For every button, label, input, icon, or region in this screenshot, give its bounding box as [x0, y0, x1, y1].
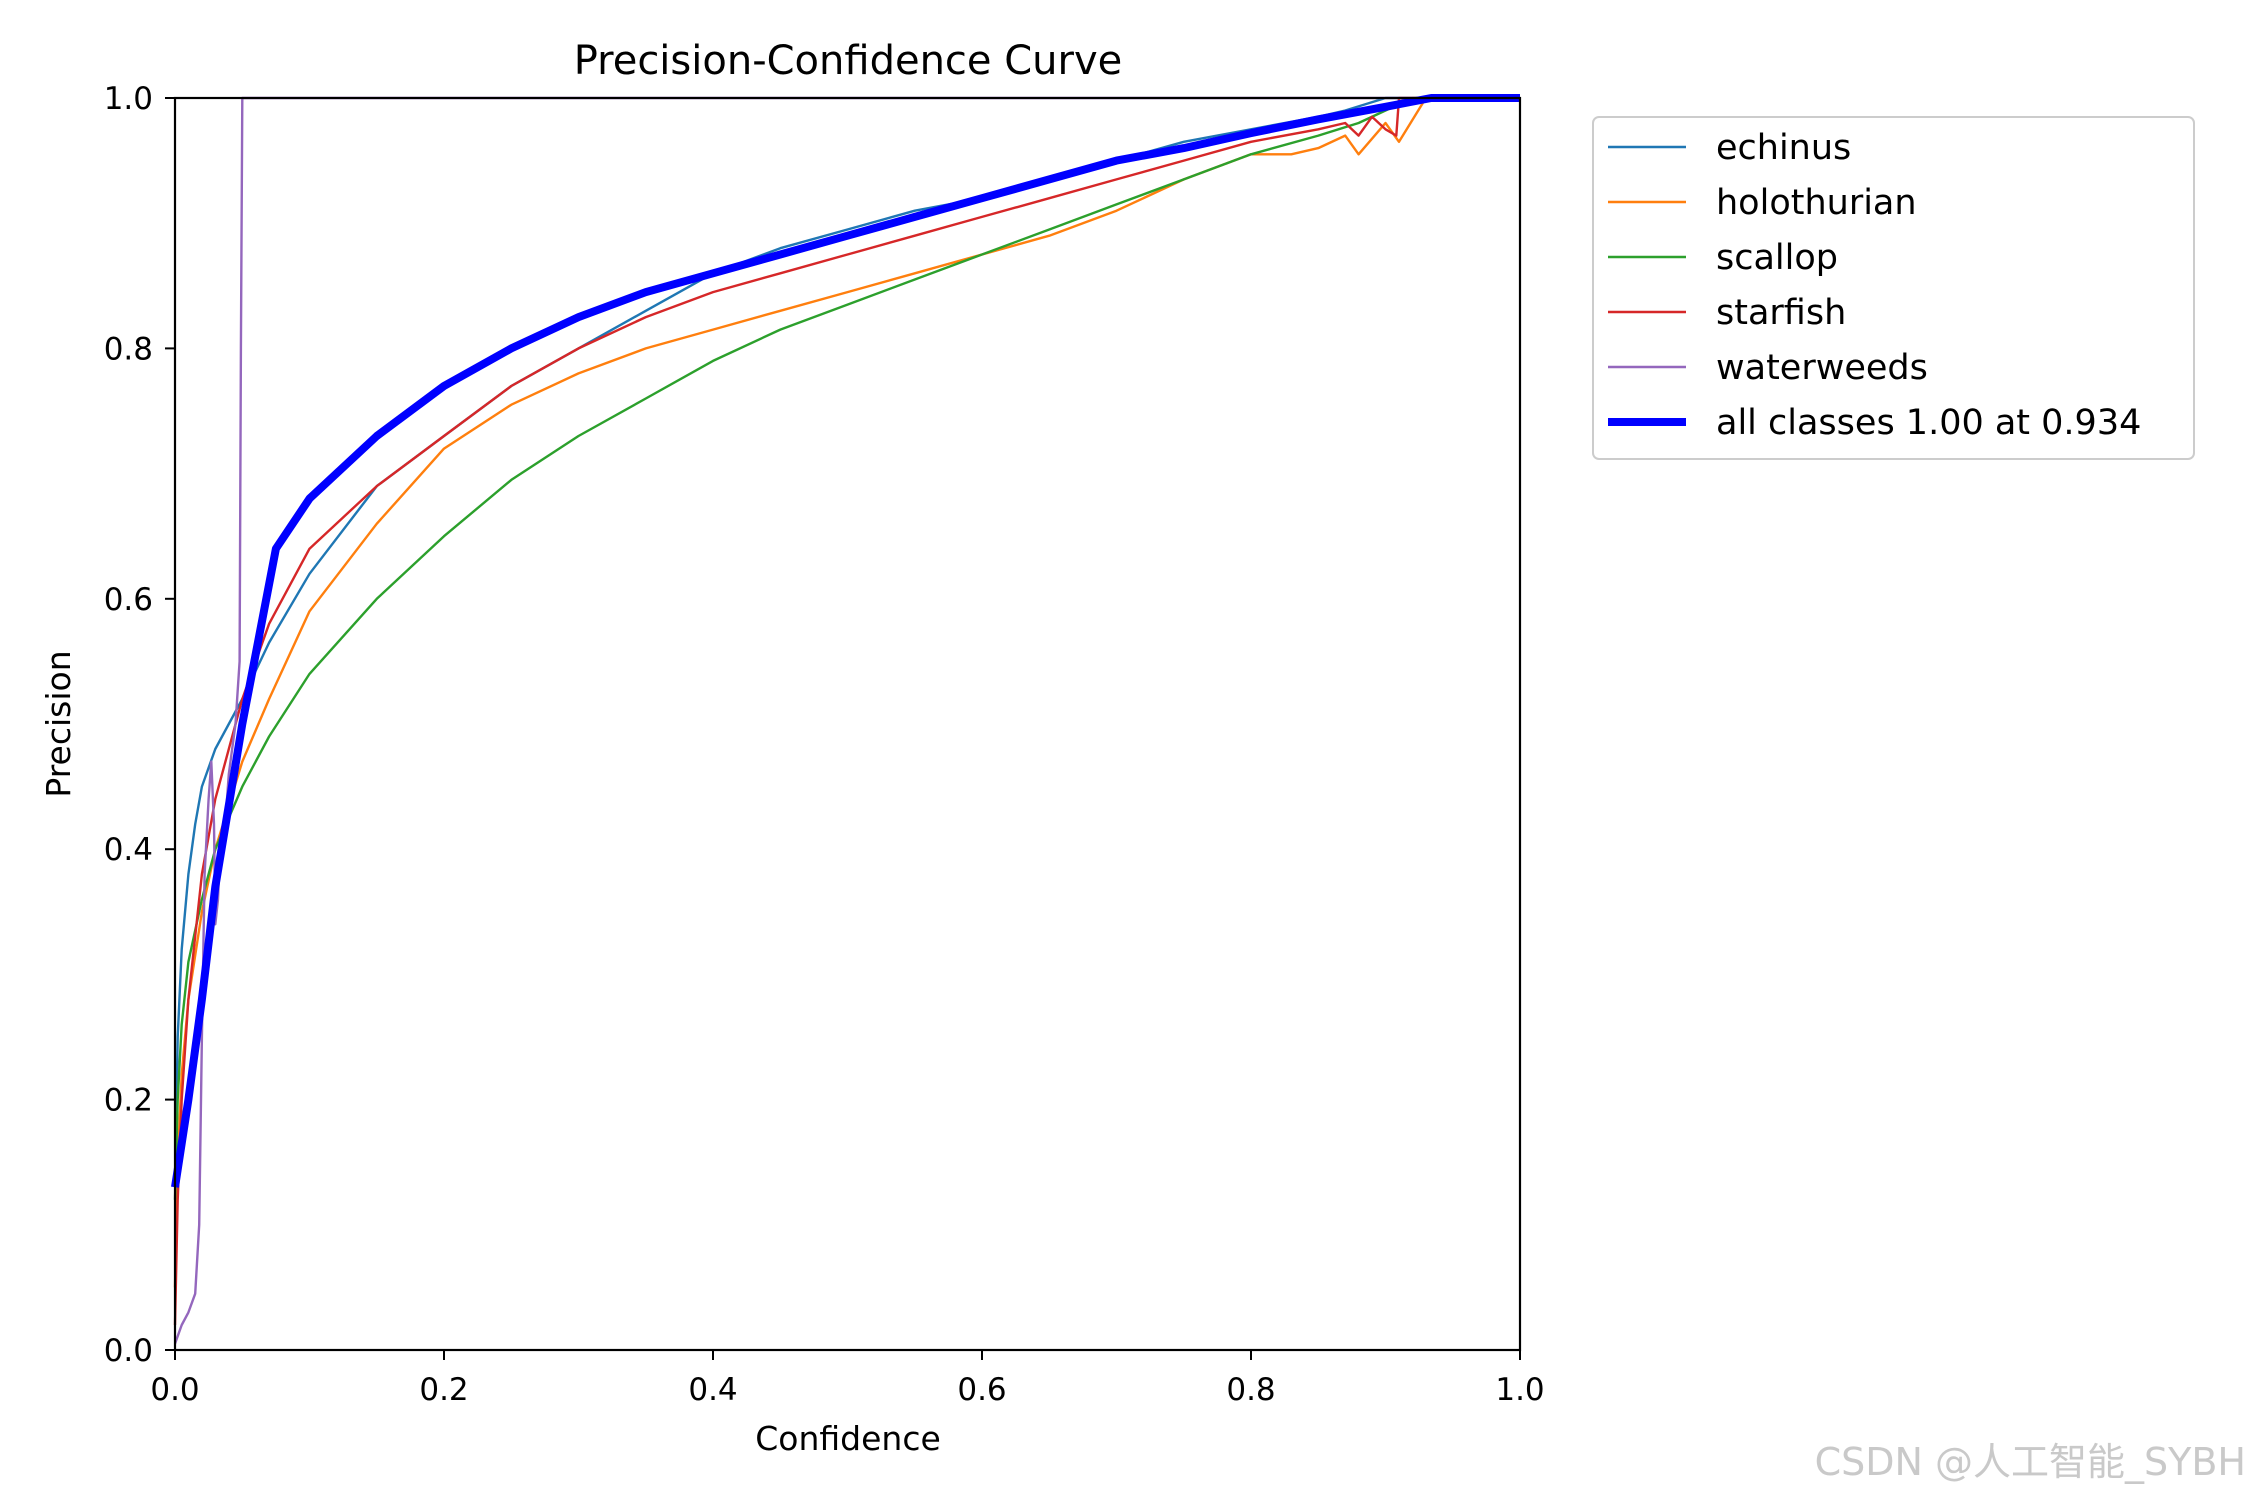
plot-frame — [173, 96, 1522, 1352]
legend-label-waterweeds: waterweeds — [1716, 348, 1928, 388]
x-tick-label: 1.0 — [1495, 1372, 1544, 1408]
legend-label-echinus: echinus — [1716, 128, 1851, 168]
legend: echinus holothurian scallop starfish waterwe… — [1592, 116, 2195, 460]
legend-label-holothurian: holothurian — [1716, 183, 1917, 223]
legend-label-scallop: scallop — [1716, 238, 1838, 278]
x-axis-label: Confidence — [755, 1419, 941, 1458]
chart-title: Precision-Confidence Curve — [574, 38, 1123, 84]
legend-label-starfish: starfish — [1716, 293, 1846, 333]
ticks-layer: 0.0 0.2 0.4 0.6 0.8 1.0 0.0 0.2 0.4 0.6 0.8 1.0 — [104, 81, 1545, 1408]
legend-label-all-classes: all classes 1.00 at 0.934 — [1716, 403, 2141, 443]
series-line-scallop — [173, 96, 1520, 1200]
series-line-starfish — [173, 96, 1520, 1326]
watermark: CSDN @人工智能_SYBH — [1814, 1440, 2246, 1484]
x-tick-label: 0.0 — [150, 1372, 199, 1408]
x-tick-label: 0.6 — [957, 1372, 1006, 1408]
y-tick-label: 0.6 — [104, 582, 153, 618]
legend-box — [1592, 116, 2195, 460]
y-tick-label: 0.2 — [104, 1083, 153, 1119]
series-layer — [171, 94, 1520, 1345]
y-tick-label: 1.0 — [104, 81, 153, 117]
y-tick-label: 0.8 — [104, 331, 153, 367]
y-tick-label: 0.4 — [104, 832, 153, 868]
x-tick-label: 0.2 — [419, 1372, 468, 1408]
x-tick-label: 0.4 — [688, 1372, 737, 1408]
y-tick-label: 0.0 — [104, 1333, 153, 1369]
series-line-all-classes — [171, 94, 1520, 1188]
y-axis-label: Precision — [39, 650, 78, 797]
x-tick-label: 0.8 — [1226, 1372, 1275, 1408]
